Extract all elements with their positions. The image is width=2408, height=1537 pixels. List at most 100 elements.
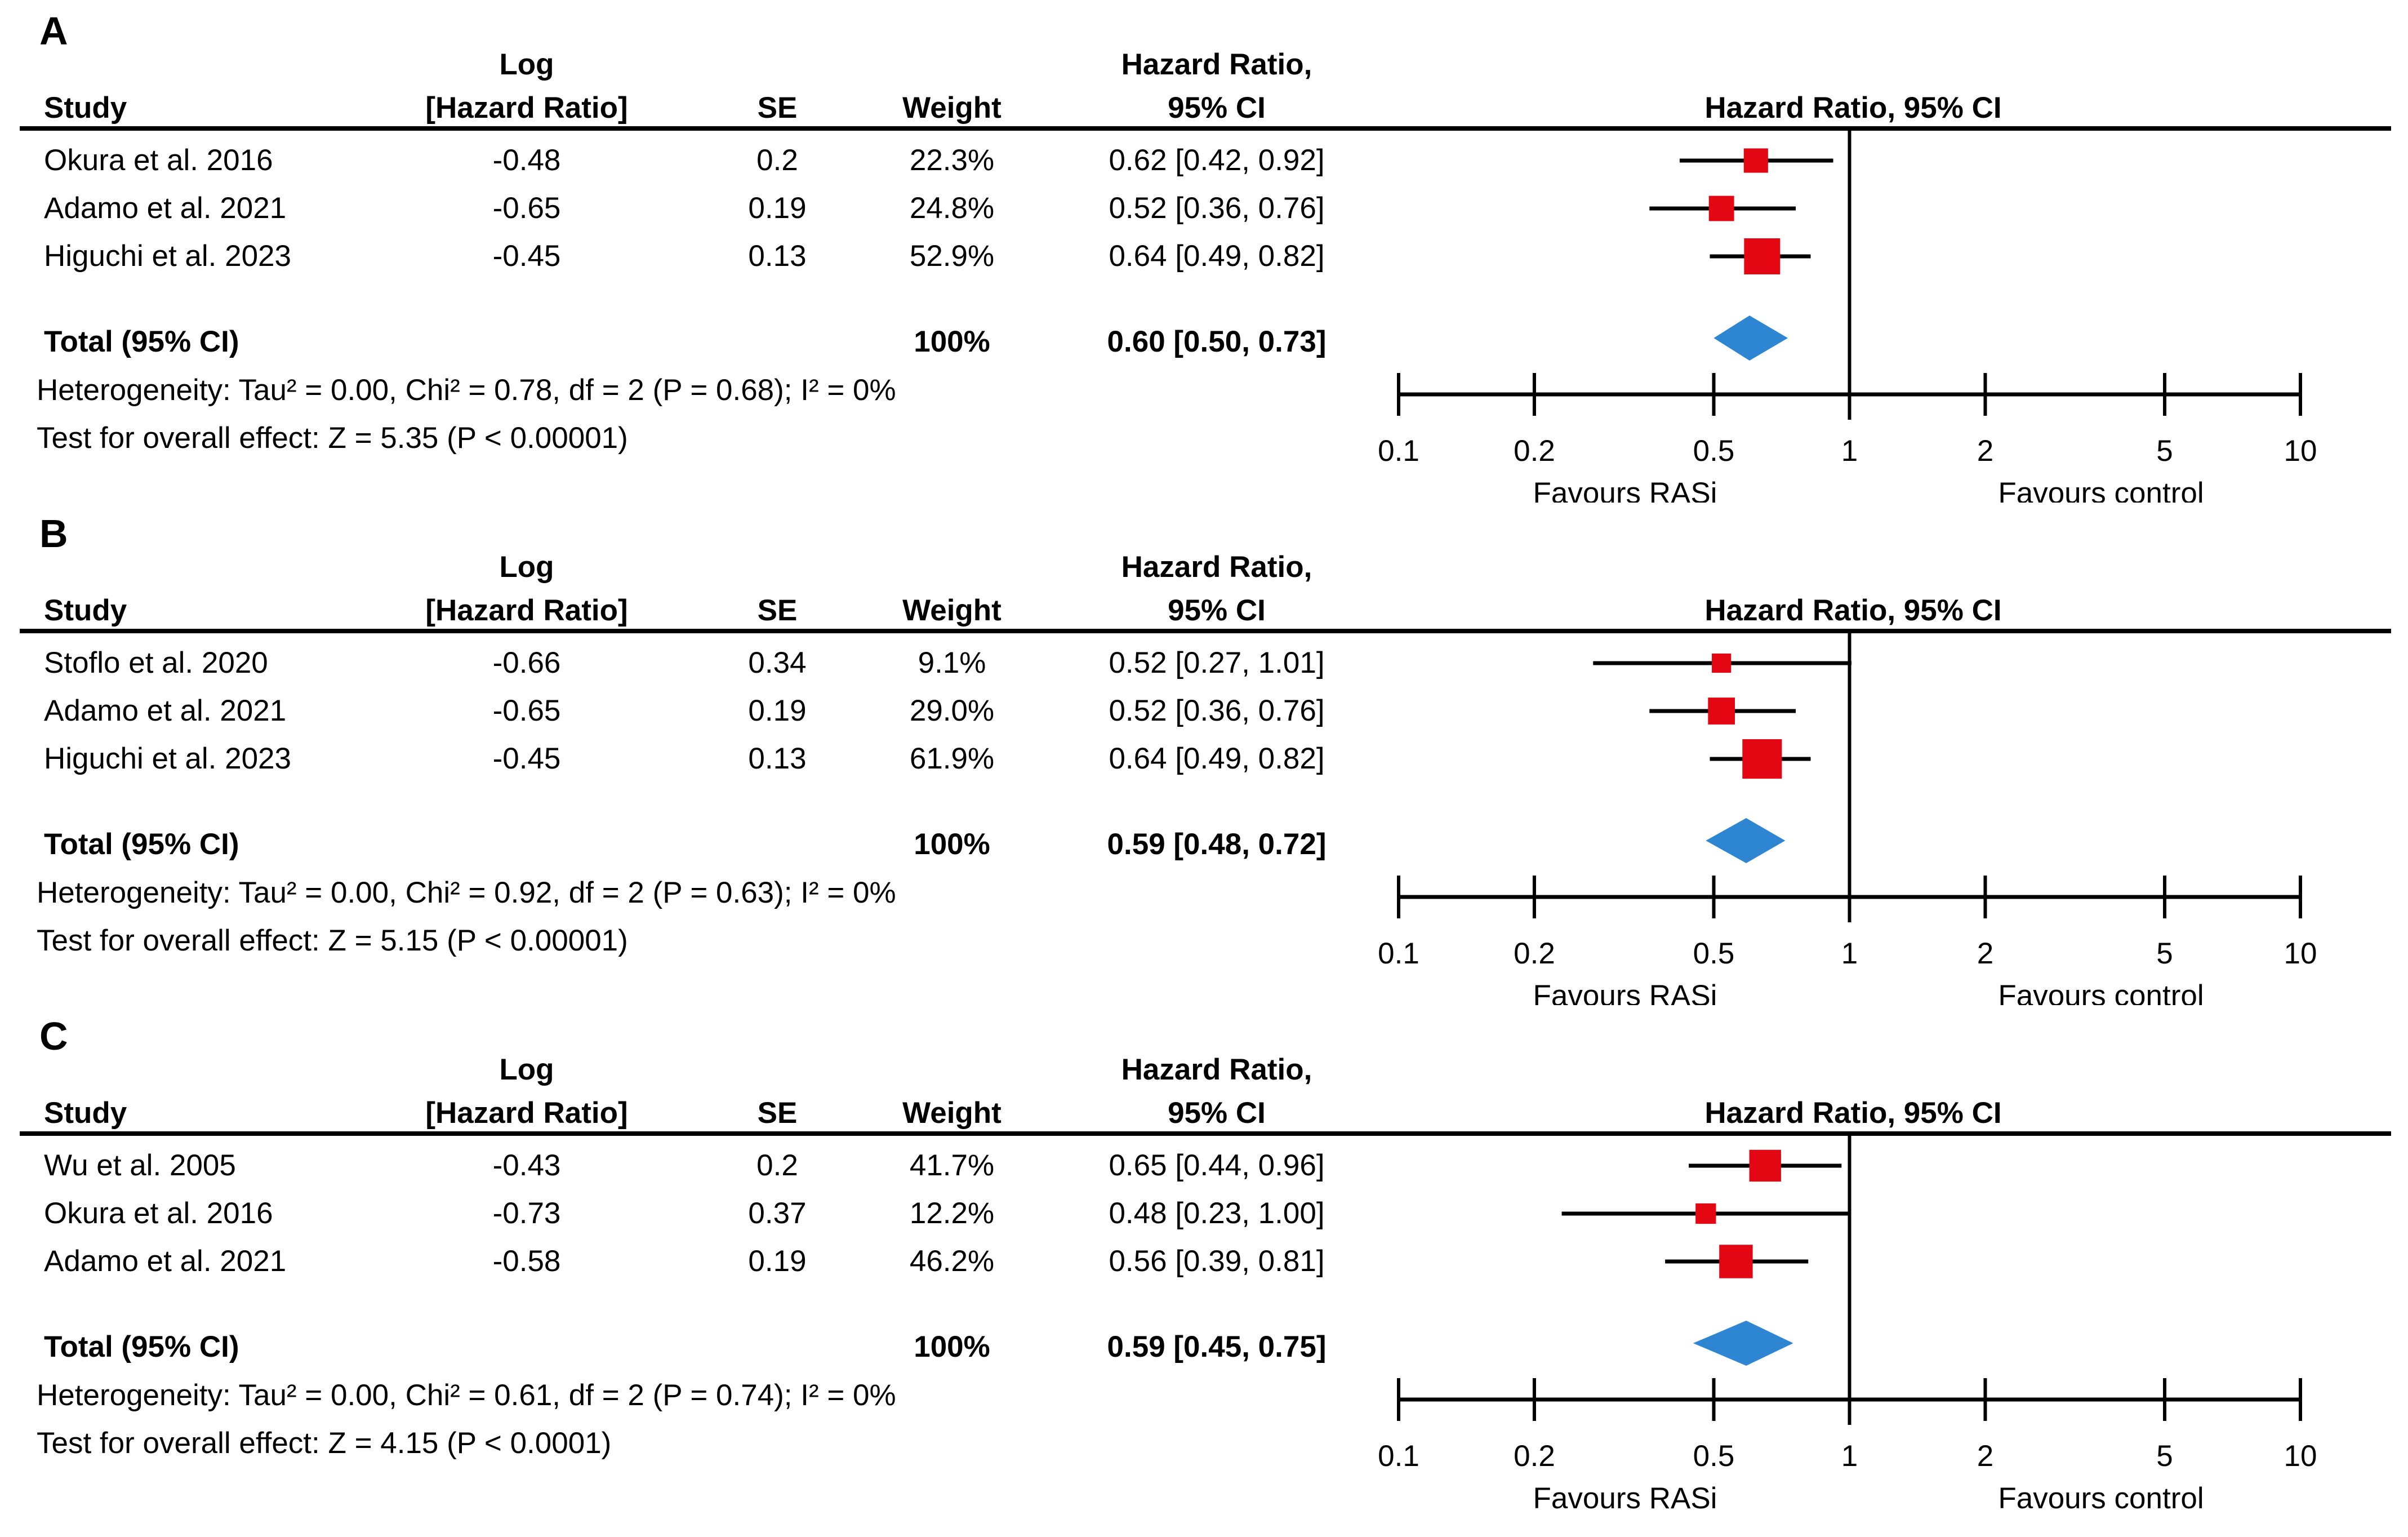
study-name: Adamo et al. 2021 <box>44 694 287 727</box>
favours-rasi-label: Favours RASi <box>1533 477 1717 503</box>
favours-control-label: Favours control <box>1998 979 2204 1005</box>
col-header-hrci-line2: 95% CI <box>1168 91 1266 125</box>
effect-square <box>1749 1149 1781 1182</box>
log-hr-value: -0.65 <box>492 192 561 225</box>
weight-value: 29.0% <box>909 694 995 727</box>
effect-square <box>1744 238 1781 274</box>
study-name: Higuchi et al. 2023 <box>44 239 292 273</box>
total-weight: 100% <box>914 1330 990 1363</box>
col-header-loghr-line2: [Hazard Ratio] <box>425 594 628 627</box>
study-name: Okura et al. 2016 <box>44 1197 273 1230</box>
panel-c: C Log Hazard Ratio, Study [Hazard Ratio]… <box>0 1005 2408 1537</box>
axis-tick-label: 10 <box>2284 1440 2317 1473</box>
hr-ci-value: 0.65 [0.44, 0.96] <box>1109 1149 1325 1182</box>
panel-b: B Log Hazard Ratio, Study [Hazard Ratio]… <box>0 503 2408 1005</box>
forest-plot: 0.1 0.2 0.5 1 2 5 10 Favours RASi Favours contro… <box>1378 1136 2317 1515</box>
axis-tick-label: 2 <box>1977 937 1993 970</box>
col-header-study: Study <box>44 594 127 627</box>
axis-tick-label: 0.2 <box>1514 937 1555 970</box>
axis-tick-label: 0.5 <box>1693 937 1735 970</box>
axis-tick-label: 2 <box>1977 1440 1993 1473</box>
se-value: 0.34 <box>748 646 807 679</box>
axis-tick-label: 2 <box>1977 434 1993 468</box>
se-value: 0.19 <box>748 192 807 225</box>
col-header-study: Study <box>44 91 127 125</box>
weight-value: 46.2% <box>909 1245 995 1278</box>
col-header-weight: Weight <box>902 594 1002 627</box>
log-hr-value: -0.45 <box>492 742 561 775</box>
favours-control-label: Favours control <box>1998 477 2204 503</box>
header-rule <box>20 1131 2391 1136</box>
weight-value: 24.8% <box>909 192 995 225</box>
se-value: 0.2 <box>756 1149 798 1182</box>
axis-tick-label: 0.5 <box>1693 434 1735 468</box>
col-header-loghr-line1: Log <box>499 1053 554 1086</box>
total-label: Total (95% CI) <box>44 325 239 358</box>
favours-control-label: Favours control <box>1998 1482 2204 1515</box>
hr-ci-value: 0.52 [0.36, 0.76] <box>1109 192 1325 225</box>
hr-ci-value: 0.48 [0.23, 1.00] <box>1109 1197 1325 1230</box>
axis-tick-label: 0.1 <box>1378 937 1419 970</box>
panel-a: A Log Hazard Ratio, Study [Hazard Ratio]… <box>0 0 2408 503</box>
overall-effect-text: Test for overall effect: Z = 5.15 (P < 0… <box>37 924 628 957</box>
se-value: 0.2 <box>756 144 798 177</box>
col-header-weight: Weight <box>902 91 1002 125</box>
weight-value: 52.9% <box>909 239 995 273</box>
effect-square <box>1708 196 1734 221</box>
total-hr-ci: 0.60 [0.50, 0.73] <box>1107 325 1327 358</box>
study-name: Higuchi et al. 2023 <box>44 742 292 775</box>
effect-square <box>1712 653 1732 673</box>
col-header-se: SE <box>757 594 798 627</box>
se-value: 0.13 <box>748 742 807 775</box>
axis-tick-label: 0.2 <box>1514 434 1555 468</box>
overall-effect-text: Test for overall effect: Z = 5.35 (P < 0… <box>37 421 628 455</box>
effect-square <box>1695 1203 1716 1224</box>
hr-ci-value: 0.56 [0.39, 0.81] <box>1109 1245 1325 1278</box>
axis-tick-label: 5 <box>2156 937 2173 970</box>
col-header-loghr-line1: Log <box>499 550 554 584</box>
col-header-hrci-line1: Hazard Ratio, <box>1121 1053 1312 1086</box>
panel-letter: C <box>39 1014 68 1058</box>
weight-value: 61.9% <box>909 742 995 775</box>
axis-tick-label: 10 <box>2284 434 2317 468</box>
total-label: Total (95% CI) <box>44 1330 239 1363</box>
col-header-loghr-line2: [Hazard Ratio] <box>425 1096 628 1130</box>
forest-plot: 0.1 0.2 0.5 1 2 5 10 Favours RASi Favours contro… <box>1378 633 2317 1005</box>
col-header-se: SE <box>757 1096 798 1130</box>
heterogeneity-text: Heterogeneity: Tau² = 0.00, Chi² = 0.78,… <box>37 374 896 407</box>
pooled-diamond <box>1693 1321 1793 1366</box>
axis-tick-label: 0.2 <box>1514 1440 1555 1473</box>
weight-value: 12.2% <box>909 1197 995 1230</box>
log-hr-value: -0.73 <box>492 1197 561 1230</box>
header-rule <box>20 126 2391 131</box>
log-hr-value: -0.65 <box>492 694 561 727</box>
favours-rasi-label: Favours RASi <box>1533 979 1717 1005</box>
se-value: 0.37 <box>748 1197 807 1230</box>
overall-effect-text: Test for overall effect: Z = 4.15 (P < 0… <box>37 1427 612 1460</box>
axis-tick-label: 10 <box>2284 937 2317 970</box>
total-hr-ci: 0.59 [0.45, 0.75] <box>1107 1330 1327 1363</box>
axis-tick-label: 1 <box>1841 1440 1858 1473</box>
total-weight: 100% <box>914 325 990 358</box>
col-header-weight: Weight <box>902 1096 1002 1130</box>
hr-ci-value: 0.52 [0.27, 1.01] <box>1109 646 1325 679</box>
axis-tick-label: 5 <box>2156 434 2173 468</box>
total-hr-ci: 0.59 [0.48, 0.72] <box>1107 828 1327 861</box>
plot-title: Hazard Ratio, 95% CI <box>1704 1096 2002 1130</box>
axis-tick-label: 1 <box>1841 434 1858 468</box>
col-header-hrci-line1: Hazard Ratio, <box>1121 48 1312 81</box>
study-name: Adamo et al. 2021 <box>44 192 287 225</box>
log-hr-value: -0.48 <box>492 144 561 177</box>
plot-title: Hazard Ratio, 95% CI <box>1704 91 2002 125</box>
weight-value: 9.1% <box>918 646 986 679</box>
panel-letter: B <box>39 512 68 556</box>
col-header-hrci-line2: 95% CI <box>1168 1096 1266 1130</box>
log-hr-value: -0.43 <box>492 1149 561 1182</box>
col-header-hrci-line2: 95% CI <box>1168 594 1266 627</box>
pooled-diamond <box>1706 818 1786 863</box>
weight-value: 22.3% <box>909 144 995 177</box>
study-name: Okura et al. 2016 <box>44 144 273 177</box>
header-rule <box>20 629 2391 633</box>
heterogeneity-text: Heterogeneity: Tau² = 0.00, Chi² = 0.61,… <box>37 1379 896 1412</box>
effect-square <box>1719 1245 1753 1278</box>
